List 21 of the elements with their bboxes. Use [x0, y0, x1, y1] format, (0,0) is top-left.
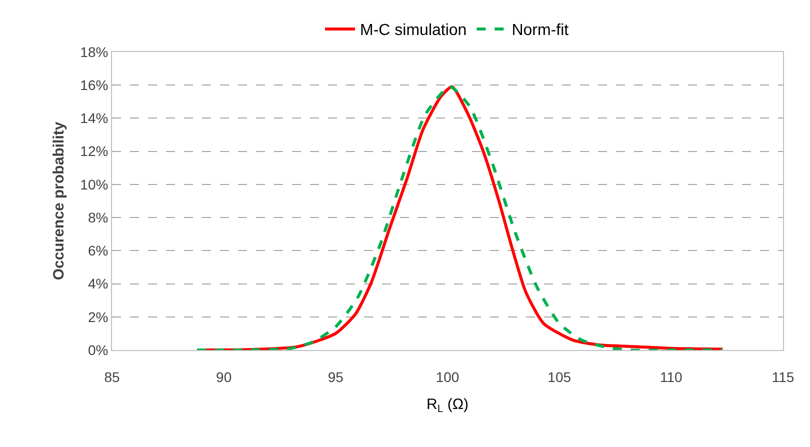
x-tick-label: 115	[772, 368, 794, 385]
x-tick-label: 110	[660, 368, 683, 385]
x-tick-label: 90	[216, 368, 232, 385]
y-tick-label: 6%	[88, 242, 108, 259]
y-tick-label: 0%	[88, 342, 108, 358]
y-tick-label: 16%	[80, 77, 108, 94]
x-tick-label: 105	[548, 368, 572, 385]
y-tick-label: 4%	[88, 276, 108, 292]
y-tick-label: 12%	[80, 143, 108, 160]
x-tick-label: 95	[328, 368, 344, 385]
y-tick-label: 8%	[88, 209, 108, 226]
y-axis-title: Occurence probability	[50, 121, 68, 280]
x-axis-title: R$_{L}$ (Ω)	[426, 396, 469, 415]
x-tick-label: 85	[104, 368, 120, 385]
x-tick-label: 100	[436, 368, 460, 385]
y-tick-label: 14%	[80, 110, 108, 126]
y-tick-label: 2%	[88, 308, 108, 325]
legend-label: M-C simulation	[360, 22, 467, 40]
legend-label: Norm-fit	[512, 22, 570, 40]
y-tick-label: 10%	[80, 176, 108, 192]
y-tick-label: 18%	[80, 44, 108, 60]
